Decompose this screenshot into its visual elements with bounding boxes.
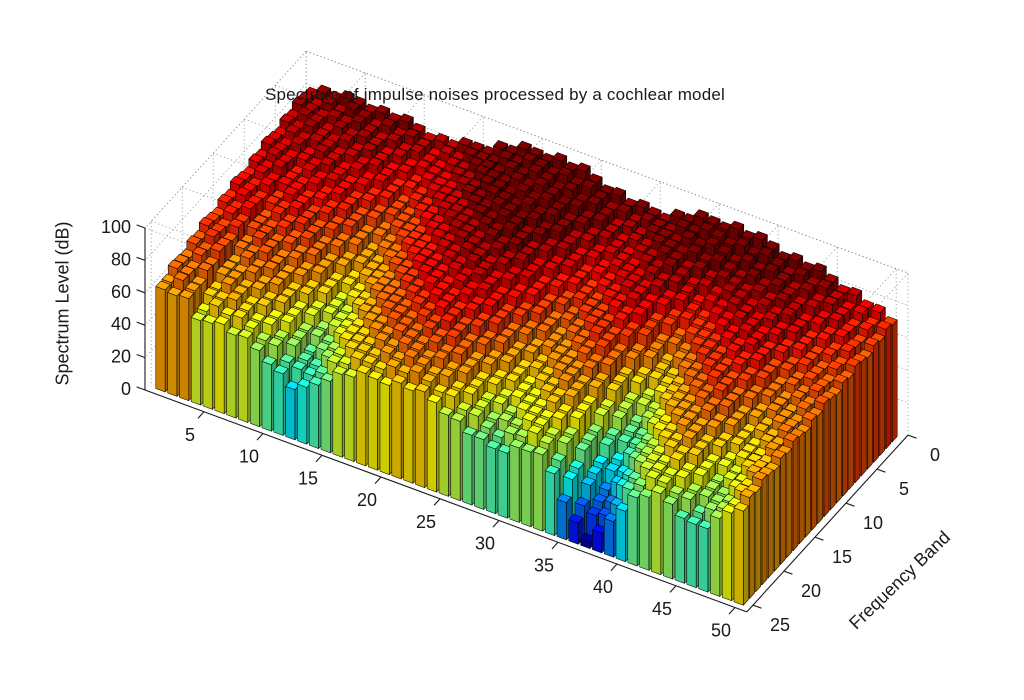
chart-title: Spectrum of impulse noises processed by …	[264, 85, 726, 104]
z-tick-label: 60	[111, 282, 131, 302]
x-tick-label: 30	[475, 534, 495, 554]
y-tick-label: 0	[930, 445, 940, 465]
axes: 5 10 15 20 25 30 35 40 45 50 0 5 10 15 20 25 0 20 40 60 80 10…	[101, 217, 940, 641]
x-tick-label: 15	[298, 468, 318, 488]
z-tick-label: 80	[111, 249, 131, 269]
x-tick-label: 25	[416, 512, 436, 532]
z-tick-label: 20	[111, 347, 131, 367]
x-tick-label: 40	[593, 577, 613, 597]
x-tick-label: 20	[357, 490, 377, 510]
y-tick-label: 15	[832, 547, 852, 567]
x-tick-label: 35	[534, 555, 554, 575]
x-tick-label: 45	[652, 599, 672, 619]
z-axis-label: Spectrum Level (dB)	[52, 221, 73, 386]
y-tick-label: 25	[770, 615, 790, 635]
x-tick-label: 10	[239, 447, 259, 467]
x-tick-label: 50	[711, 621, 731, 641]
bars	[155, 84, 898, 606]
y-tick-label: 5	[899, 479, 909, 499]
z-tick-label: 100	[101, 217, 131, 237]
x-tick-label: 5	[185, 425, 195, 445]
z-tick-label: 40	[111, 314, 131, 334]
z-tick-label: 0	[121, 379, 131, 399]
y-tick-label: 10	[863, 513, 883, 533]
y-tick-label: 20	[801, 581, 821, 601]
